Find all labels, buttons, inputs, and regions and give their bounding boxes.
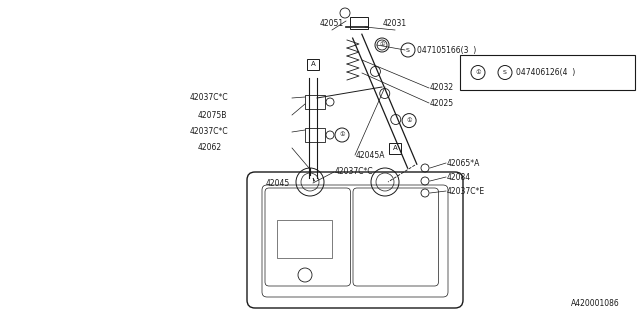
Text: ①: ① [475,70,481,75]
Text: 047105166(3  ): 047105166(3 ) [417,45,476,54]
Text: 42025: 42025 [430,99,454,108]
Bar [305,128,325,142]
Text: 42065*A: 42065*A [447,158,481,167]
Text: 047406126(4  ): 047406126(4 ) [516,68,575,77]
Text: A: A [392,145,397,151]
Bar [277,220,332,258]
Text: 42032: 42032 [430,84,454,92]
Text: ①: ① [379,43,385,47]
Text: ①: ① [406,118,412,123]
Bar [460,55,635,90]
Bar [350,17,368,29]
Text: S: S [406,47,410,52]
Text: 42037C*E: 42037C*E [447,187,485,196]
Text: 42037C*C: 42037C*C [190,127,228,137]
Bar [305,95,325,109]
Bar [389,142,401,154]
Bar [307,59,319,69]
Text: 42084: 42084 [447,172,471,181]
Text: 42051: 42051 [320,19,344,28]
Text: S: S [503,70,507,75]
Text: A: A [310,61,316,67]
Text: A420001086: A420001086 [572,299,620,308]
Text: 42037C*C: 42037C*C [335,167,374,177]
Text: 42031: 42031 [383,19,407,28]
Text: 42045A: 42045A [356,150,385,159]
Text: 42062: 42062 [198,143,222,153]
Text: ①: ① [339,132,345,138]
Text: 42045: 42045 [266,179,290,188]
Text: 42037C*C: 42037C*C [190,93,228,102]
Text: 42075B: 42075B [198,110,227,119]
